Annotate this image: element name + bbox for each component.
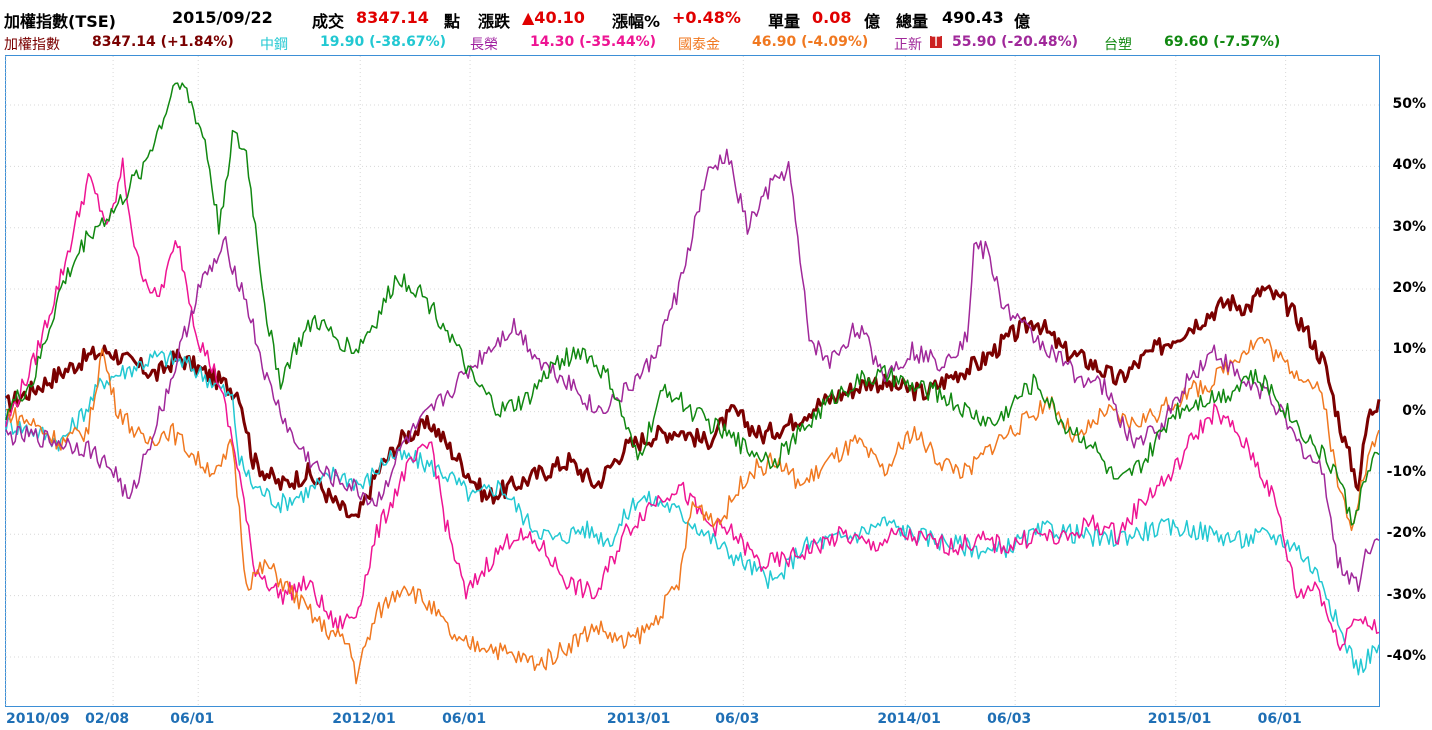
y-tick-label: -30%	[1386, 586, 1426, 603]
legend-value-csc: 19.90 (-38.67%)	[320, 34, 447, 50]
legend-value-cathay: 46.90 (-4.09%)	[752, 34, 869, 50]
x-tick-label: 06/01	[1257, 711, 1302, 727]
x-tick-label: 06/03	[987, 711, 1032, 727]
x-tick-label: 2012/01	[332, 711, 396, 727]
x-tick-label: 2010/09	[6, 711, 70, 727]
y-tick-label: -40%	[1386, 647, 1426, 664]
y-tick-label: 10%	[1392, 341, 1426, 358]
y-tick-label: 20%	[1392, 280, 1426, 297]
pct-value: +0.48%	[672, 8, 741, 27]
y-tick-label: -20%	[1386, 525, 1426, 542]
total-label: 總量	[896, 12, 929, 31]
y-axis: 50% 40% 30% 20% 10% 0% -10% -20% -30% -40%	[1381, 55, 1432, 707]
series-line-3[interactable]	[5, 336, 1380, 685]
total-value: 490.43	[942, 8, 1004, 27]
legend-name-formosa-plastics[interactable]: 台塑	[1104, 37, 1132, 53]
pct-label: 漲幅%	[612, 12, 661, 31]
legend-value-evergreen: 14.30 (-35.44%)	[530, 34, 657, 50]
x-tick-label: 06/01	[170, 711, 215, 727]
legend-name-csc[interactable]: 中鋼	[260, 37, 288, 53]
legend-name-taiex[interactable]: 加權指數	[4, 37, 60, 53]
change-value: ▲40.10	[522, 8, 585, 27]
legend-bar: 加權指數 8347.14 (+1.84%) 中鋼 19.90 (-38.67%)…	[0, 32, 1432, 54]
series-line-2[interactable]	[5, 157, 1380, 651]
deal-value: 8347.14	[356, 8, 429, 27]
points-label: 點	[444, 12, 461, 31]
total-unit: 億	[1014, 12, 1031, 31]
header-bar: 加權指數(TSE) 2015/09/22 成交 8347.14 點 漲跌 ▲40…	[0, 0, 1432, 32]
legend-name-cathay[interactable]: 國泰金	[678, 37, 720, 53]
vol-label: 單量	[768, 12, 801, 31]
legend-name-evergreen[interactable]: 長榮	[470, 37, 498, 53]
legend-value-formosa-plastics: 69.60 (-7.57%)	[1164, 34, 1281, 50]
deal-label: 成交	[312, 12, 345, 31]
y-tick-label: 0%	[1402, 402, 1426, 419]
series-line-4[interactable]	[5, 148, 1380, 593]
x-tick-label: 02/08	[85, 711, 130, 727]
legend-value-cheng-shin: 55.90 (-20.48%)	[952, 34, 1079, 50]
vol-unit: 億	[864, 12, 881, 31]
legend-value-taiex: 8347.14 (+1.84%)	[92, 34, 234, 50]
vol-value: 0.08	[812, 8, 852, 27]
y-tick-label: 40%	[1392, 157, 1426, 174]
x-tick-label: 2014/01	[877, 711, 941, 727]
y-tick-label: 30%	[1392, 218, 1426, 235]
x-tick-label: 2013/01	[606, 711, 671, 727]
series-line-1[interactable]	[5, 350, 1380, 676]
x-tick-label: 2015/01	[1147, 711, 1212, 727]
flag-badge: T	[930, 34, 942, 50]
index-name: 加權指數(TSE)	[4, 12, 116, 31]
quote-date: 2015/09/22	[172, 8, 273, 27]
y-tick-label: 50%	[1392, 96, 1426, 113]
series-line-5[interactable]	[5, 82, 1380, 526]
legend-name-cheng-shin[interactable]: 正新	[894, 37, 922, 53]
x-tick-label: 06/01	[442, 711, 487, 727]
series-line-0[interactable]	[5, 284, 1381, 519]
change-label: 漲跌	[478, 12, 511, 31]
y-tick-label: -10%	[1386, 463, 1426, 480]
x-tick-label: 06/03	[715, 711, 760, 727]
